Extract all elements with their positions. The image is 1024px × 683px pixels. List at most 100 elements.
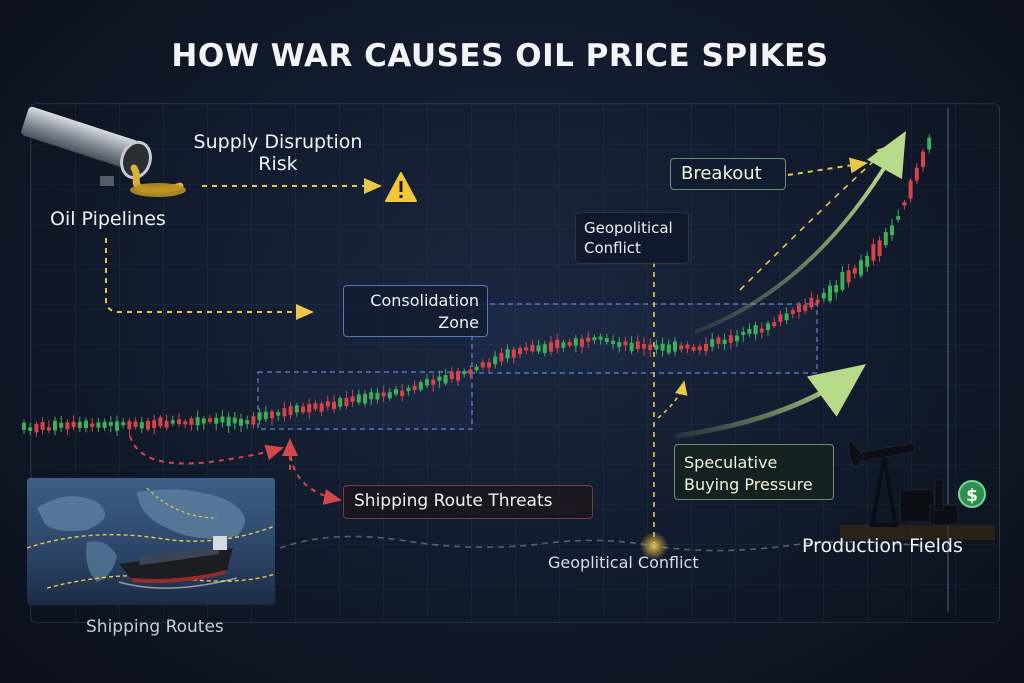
candle-body bbox=[263, 411, 268, 420]
candle-body bbox=[294, 405, 299, 413]
candle-body bbox=[170, 420, 175, 424]
candle-body bbox=[524, 347, 529, 351]
trend-arrow-lower bbox=[675, 364, 867, 439]
candle-body bbox=[617, 342, 622, 348]
candle-body bbox=[927, 137, 932, 150]
candle-body bbox=[22, 422, 26, 430]
production-fields-label: Production Fields bbox=[802, 535, 963, 557]
candle-body bbox=[133, 421, 138, 428]
candle-body bbox=[592, 337, 597, 341]
candle-body bbox=[567, 342, 572, 346]
warning-icon bbox=[385, 172, 417, 202]
candle-body bbox=[350, 396, 355, 402]
candle-body bbox=[387, 392, 392, 399]
candle-body bbox=[127, 421, 132, 430]
candle-body bbox=[108, 422, 113, 426]
candle-body bbox=[468, 369, 473, 375]
candle-body bbox=[34, 423, 39, 433]
candle-body bbox=[257, 412, 262, 421]
candle-body bbox=[555, 339, 560, 349]
candle-body bbox=[406, 387, 411, 392]
candle-body bbox=[226, 416, 231, 427]
candle-body bbox=[369, 392, 374, 400]
candle-body bbox=[518, 347, 522, 355]
candle-body bbox=[685, 344, 690, 349]
candle-body bbox=[474, 366, 479, 371]
candle-body bbox=[338, 398, 343, 407]
candle-body bbox=[59, 422, 64, 428]
candle-body bbox=[158, 417, 163, 427]
candle-body bbox=[803, 305, 808, 311]
candle-body bbox=[96, 422, 101, 428]
candle-body bbox=[499, 352, 504, 362]
candle-body bbox=[487, 362, 491, 368]
candle-body bbox=[46, 427, 51, 431]
candle-body bbox=[766, 323, 770, 331]
candle-body bbox=[561, 342, 566, 348]
oil-pumpjack-icon bbox=[840, 438, 995, 540]
candle-body bbox=[728, 335, 733, 343]
candle-body bbox=[480, 362, 485, 368]
candle-body bbox=[115, 421, 119, 431]
candle-body bbox=[908, 180, 913, 199]
candle-body bbox=[332, 401, 336, 410]
candle-body bbox=[139, 422, 144, 429]
breakout-label: Breakout bbox=[681, 163, 762, 184]
candle-body bbox=[735, 335, 739, 342]
candle-body bbox=[220, 416, 225, 423]
candle-body bbox=[146, 420, 150, 430]
candle-body bbox=[716, 337, 721, 344]
candle-body bbox=[363, 393, 367, 404]
candle-body bbox=[84, 420, 88, 429]
candle-body bbox=[673, 341, 677, 352]
candle-body bbox=[270, 411, 274, 419]
candle-body bbox=[914, 167, 919, 181]
oil-pipelines-label: Oil Pipelines bbox=[50, 208, 166, 230]
candle-body bbox=[164, 420, 169, 428]
candle-body bbox=[598, 336, 603, 340]
candle-body bbox=[418, 382, 423, 390]
candle-body bbox=[40, 422, 45, 430]
arrow-red-to-threats bbox=[289, 445, 342, 505]
page-title: HOW WAR CAUSES OIL PRICE SPIKES bbox=[171, 38, 829, 74]
candle-body bbox=[542, 344, 547, 353]
candle-body bbox=[288, 406, 293, 415]
shipping-routes-label: Shipping Routes bbox=[86, 617, 224, 637]
candle-body bbox=[356, 394, 361, 403]
candle-body bbox=[580, 338, 584, 347]
oil-pipeline-icon bbox=[21, 106, 186, 197]
arrow-pipeline-to-consolidation bbox=[105, 238, 314, 320]
svg-text:$: $ bbox=[966, 486, 978, 506]
candle-body bbox=[313, 403, 318, 410]
geopolitical-conflict-top-box: Geopolitical Conflict bbox=[575, 212, 689, 264]
candle-body bbox=[71, 421, 76, 428]
candle-body bbox=[834, 285, 839, 293]
candle-body bbox=[809, 297, 814, 308]
candle-body bbox=[381, 392, 386, 397]
candle-body bbox=[251, 416, 256, 425]
candle-body bbox=[747, 328, 752, 334]
candle-body bbox=[344, 397, 349, 407]
candle-body bbox=[301, 406, 305, 413]
candle-body bbox=[195, 417, 200, 426]
candle-body bbox=[319, 403, 324, 412]
candle-body bbox=[208, 418, 212, 422]
candle-body bbox=[772, 322, 777, 327]
geopolitical-conflict-top-label: Geopolitical Conflict bbox=[584, 219, 673, 257]
candle-body bbox=[797, 304, 801, 313]
candle-body bbox=[691, 346, 696, 351]
candle-body bbox=[815, 299, 820, 304]
candle-body bbox=[852, 267, 857, 274]
candle-body bbox=[232, 417, 237, 424]
candle-body bbox=[493, 356, 498, 365]
candle-body bbox=[759, 328, 764, 333]
candle-body bbox=[828, 285, 832, 301]
candle-body bbox=[710, 339, 715, 347]
candle-body bbox=[505, 349, 510, 359]
speculative-buying-label: Speculative Buying Pressure bbox=[684, 453, 813, 494]
shipping-route-threats-label: Shipping Route Threats bbox=[354, 491, 553, 511]
candle-body bbox=[431, 379, 436, 385]
candle-body bbox=[425, 379, 429, 386]
candle-body bbox=[753, 324, 758, 335]
candle-body bbox=[859, 260, 863, 276]
